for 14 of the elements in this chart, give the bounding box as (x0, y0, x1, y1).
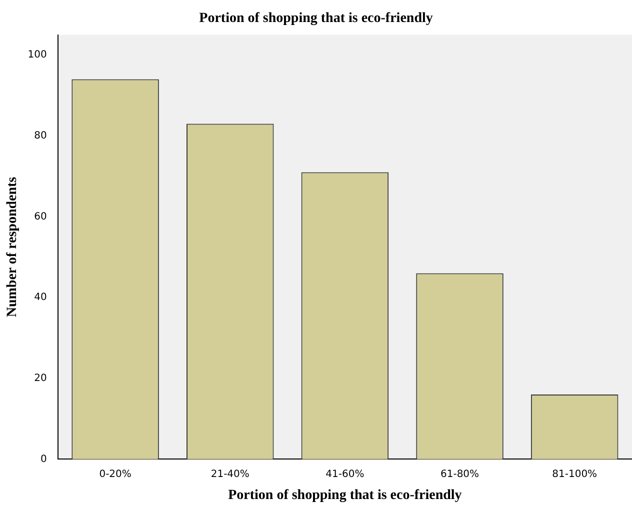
y-tick-label: 40 (34, 292, 47, 304)
y-tick-label: 100 (28, 50, 47, 61)
x-tick-label: 41-60% (326, 468, 364, 480)
x-tick-label: 0-20% (99, 468, 132, 480)
chart-title: Portion of shopping that is eco-friendly (199, 11, 433, 26)
x-tick-label: 21-40% (210, 468, 250, 480)
y-tick-label: 60 (34, 211, 47, 222)
y-tick-label: 20 (34, 372, 47, 384)
y-tick-label: 80 (34, 130, 47, 142)
x-axis-title: Portion of shopping that is eco-friendly (228, 488, 462, 504)
y-tick-label: 0 (40, 454, 47, 465)
y-axis-title: Number of respondents (5, 176, 20, 318)
x-tick-label: 61-80% (440, 468, 480, 480)
x-tick-label: 81-100% (552, 468, 598, 480)
